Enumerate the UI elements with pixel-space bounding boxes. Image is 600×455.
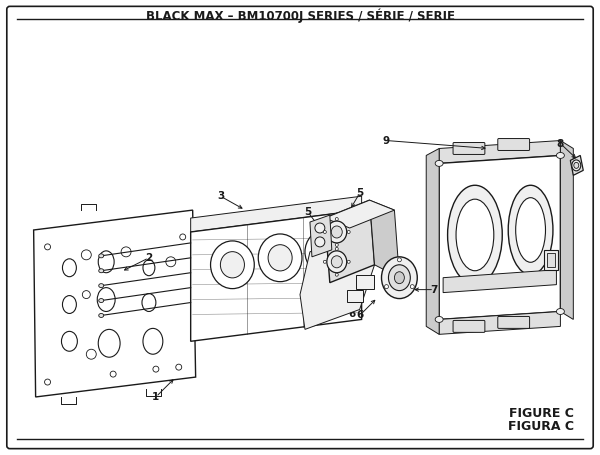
Ellipse shape: [323, 231, 326, 233]
Polygon shape: [560, 141, 574, 319]
Ellipse shape: [574, 162, 579, 168]
Ellipse shape: [331, 226, 342, 238]
FancyBboxPatch shape: [347, 290, 362, 302]
FancyBboxPatch shape: [547, 253, 556, 267]
Ellipse shape: [143, 329, 163, 354]
Polygon shape: [439, 141, 560, 163]
Text: 6: 6: [356, 310, 363, 320]
Ellipse shape: [335, 273, 338, 276]
Ellipse shape: [98, 251, 114, 273]
Ellipse shape: [448, 185, 502, 285]
Ellipse shape: [153, 366, 159, 372]
Text: 9: 9: [383, 136, 390, 146]
Ellipse shape: [515, 197, 545, 262]
Ellipse shape: [508, 185, 553, 275]
FancyBboxPatch shape: [498, 317, 530, 329]
Ellipse shape: [435, 161, 443, 167]
Polygon shape: [571, 156, 583, 175]
Ellipse shape: [82, 291, 90, 298]
Polygon shape: [325, 200, 374, 283]
Ellipse shape: [86, 349, 96, 359]
Ellipse shape: [572, 160, 581, 171]
Ellipse shape: [323, 260, 326, 263]
Text: 6: 6: [348, 309, 355, 319]
Ellipse shape: [335, 243, 338, 247]
Ellipse shape: [347, 231, 350, 233]
Ellipse shape: [556, 152, 565, 158]
Ellipse shape: [99, 254, 104, 258]
Ellipse shape: [176, 364, 182, 370]
Ellipse shape: [305, 230, 345, 274]
Polygon shape: [34, 210, 196, 397]
Ellipse shape: [142, 293, 156, 312]
Ellipse shape: [556, 308, 565, 314]
Ellipse shape: [327, 251, 347, 273]
Polygon shape: [191, 196, 362, 232]
Text: 5: 5: [356, 188, 363, 198]
Ellipse shape: [82, 250, 91, 260]
Ellipse shape: [435, 317, 443, 323]
Ellipse shape: [335, 248, 338, 250]
FancyBboxPatch shape: [498, 138, 530, 151]
Ellipse shape: [121, 247, 131, 257]
Ellipse shape: [62, 296, 76, 313]
Text: FIGURE C: FIGURE C: [509, 407, 574, 420]
Ellipse shape: [327, 221, 347, 243]
Ellipse shape: [394, 272, 404, 283]
Text: 7: 7: [430, 285, 438, 295]
Ellipse shape: [110, 371, 116, 377]
Ellipse shape: [98, 329, 120, 357]
Text: FIGURA C: FIGURA C: [508, 420, 574, 433]
Ellipse shape: [456, 199, 494, 271]
Ellipse shape: [61, 331, 77, 351]
Ellipse shape: [388, 265, 410, 291]
Text: 8: 8: [557, 138, 564, 148]
Ellipse shape: [410, 285, 414, 288]
Ellipse shape: [211, 241, 254, 288]
Ellipse shape: [180, 234, 186, 240]
FancyBboxPatch shape: [544, 250, 559, 270]
Text: 4: 4: [314, 237, 322, 247]
Ellipse shape: [143, 260, 155, 276]
Text: 3: 3: [217, 191, 224, 201]
Polygon shape: [439, 312, 560, 334]
Ellipse shape: [62, 259, 76, 277]
Polygon shape: [426, 148, 439, 334]
Ellipse shape: [382, 257, 417, 298]
Ellipse shape: [99, 313, 104, 318]
FancyBboxPatch shape: [356, 275, 374, 288]
Ellipse shape: [314, 240, 336, 264]
Ellipse shape: [315, 223, 325, 233]
FancyBboxPatch shape: [453, 142, 485, 154]
Polygon shape: [439, 156, 560, 319]
Ellipse shape: [335, 217, 338, 221]
Ellipse shape: [99, 269, 104, 273]
Text: 5: 5: [304, 207, 311, 217]
Text: 1: 1: [152, 392, 160, 402]
Ellipse shape: [347, 260, 350, 263]
Text: BLACK MAX – BM10700J SERIES / SÉRIE / SERIE: BLACK MAX – BM10700J SERIES / SÉRIE / SE…: [146, 8, 455, 23]
Ellipse shape: [315, 237, 325, 247]
Ellipse shape: [99, 298, 104, 303]
Polygon shape: [370, 200, 400, 278]
Ellipse shape: [166, 257, 176, 267]
Ellipse shape: [397, 258, 401, 262]
Polygon shape: [443, 270, 556, 293]
Ellipse shape: [99, 283, 104, 288]
Ellipse shape: [258, 234, 302, 282]
Polygon shape: [300, 225, 374, 329]
Polygon shape: [191, 210, 362, 341]
Ellipse shape: [220, 252, 244, 278]
Ellipse shape: [331, 256, 342, 268]
Ellipse shape: [44, 379, 50, 385]
Polygon shape: [310, 215, 332, 257]
FancyBboxPatch shape: [453, 320, 485, 332]
Ellipse shape: [385, 285, 388, 288]
Ellipse shape: [44, 244, 50, 250]
Polygon shape: [325, 200, 394, 228]
Ellipse shape: [97, 288, 115, 312]
Ellipse shape: [268, 245, 292, 271]
Text: 2: 2: [145, 253, 152, 263]
